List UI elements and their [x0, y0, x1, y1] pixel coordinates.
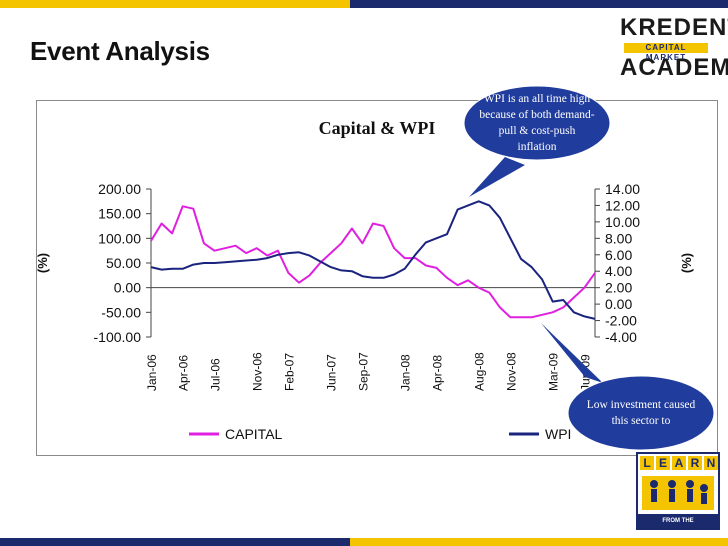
- learn-letter: N: [704, 456, 718, 470]
- wpi-callout: WPI is an all time high because of both …: [462, 84, 612, 162]
- figure-body-icon: [701, 493, 707, 504]
- x-tick-label: Jul-06: [208, 358, 222, 391]
- kredent-logo: KREDENT CAPITAL MARKET ACADEMY: [610, 14, 728, 86]
- logo-line-1: KREDENT: [620, 14, 728, 41]
- left-tick-label: 150.00: [98, 206, 141, 222]
- legend-label-capital: CAPITAL: [225, 426, 283, 442]
- right-tick-label: -4.00: [605, 329, 637, 345]
- low-investment-callout-tail: [541, 323, 603, 383]
- series-line-capital: [150, 205, 596, 319]
- right-tick-label: 4.00: [605, 263, 632, 279]
- right-tick-label: -2.00: [605, 313, 637, 329]
- figure-body-icon: [687, 489, 693, 502]
- left-tick-label: 50.00: [106, 255, 141, 271]
- right-tick-label: 8.00: [605, 230, 632, 246]
- page-title: Event Analysis: [30, 36, 210, 66]
- wpi-callout-bubble: [463, 85, 611, 161]
- figure-body-icon: [651, 489, 657, 502]
- figure-head-icon: [700, 484, 708, 492]
- learn-letter: A: [672, 456, 686, 470]
- learn-logo: L E A R N FROM THE PROFESSIONALS: [636, 452, 720, 538]
- top-stripe-yellow: [0, 0, 350, 8]
- left-tick-label: -50.00: [101, 304, 141, 320]
- left-tick-label: 0.00: [114, 280, 141, 296]
- legend-label-wpi: WPI: [545, 426, 571, 442]
- figure-head-icon: [686, 480, 694, 488]
- left-tick-label: 100.00: [98, 230, 141, 246]
- left-tick-label: 200.00: [98, 181, 141, 197]
- right-tick-label: 6.00: [605, 247, 632, 263]
- x-tick-label: Jun-07: [325, 354, 339, 391]
- top-stripe-navy: [350, 0, 728, 8]
- figure-head-icon: [650, 480, 658, 488]
- learn-letter: L: [640, 456, 654, 470]
- right-tick-label: 2.00: [605, 280, 632, 296]
- x-tick-label: Nov-06: [251, 352, 265, 391]
- learn-letters: L E A R N: [640, 456, 718, 470]
- right-axis-title: (%): [679, 253, 694, 273]
- x-tick-label: Apr-08: [430, 355, 444, 391]
- learn-letter: E: [656, 456, 670, 470]
- learn-figures-icon: [642, 476, 714, 510]
- x-tick-label: Mar-09: [547, 353, 561, 391]
- logo-line-2: CAPITAL MARKET: [624, 43, 708, 62]
- capital-wpi-chart: Capital & WPI 200.00 150.00 100.00 50.00 0.00…: [37, 118, 694, 442]
- wpi-callout-text: WPI is an all time high because of both …: [479, 93, 595, 153]
- low-investment-callout-text: Low investment caused this sector to: [586, 399, 696, 427]
- left-tick-label: -100.00: [94, 329, 142, 345]
- bottom-stripe-navy: [0, 538, 350, 546]
- low-investment-callout: Low investment caused this sector to: [566, 374, 716, 452]
- logo-line-3: ACADEMY: [620, 54, 728, 81]
- wpi-callout-ellipse: [463, 85, 611, 161]
- x-tick-label: Sep-07: [356, 352, 370, 391]
- x-tick-label: Jan-08: [399, 354, 413, 391]
- right-tick-label: 0.00: [605, 296, 632, 312]
- right-tick-label: 12.00: [605, 197, 640, 213]
- bottom-stripe-yellow: [350, 538, 728, 546]
- learn-figures-svg: [650, 480, 708, 504]
- left-axis-title: (%): [37, 253, 50, 273]
- wpi-callout-tail: [469, 157, 525, 197]
- x-tick-label: Apr-06: [177, 355, 191, 391]
- x-tick-label: Aug-08: [473, 352, 487, 391]
- learn-letter: R: [688, 456, 702, 470]
- right-tick-label: 10.00: [605, 214, 640, 230]
- right-tick-label: 14.00: [605, 181, 640, 197]
- x-tick-label: Jan-06: [145, 354, 159, 391]
- figure-head-icon: [668, 480, 676, 488]
- series-line-wpi: [150, 200, 596, 320]
- x-tick-label: Nov-08: [504, 352, 518, 391]
- figure-body-icon: [669, 489, 675, 502]
- x-tick-label: Feb-07: [282, 353, 296, 391]
- learn-tagline: FROM THE PROFESSIONALS: [638, 514, 718, 538]
- chart-title: Capital & WPI: [319, 118, 436, 138]
- low-investment-callout-bubble: [567, 375, 715, 451]
- low-investment-callout-ellipse: [567, 375, 715, 451]
